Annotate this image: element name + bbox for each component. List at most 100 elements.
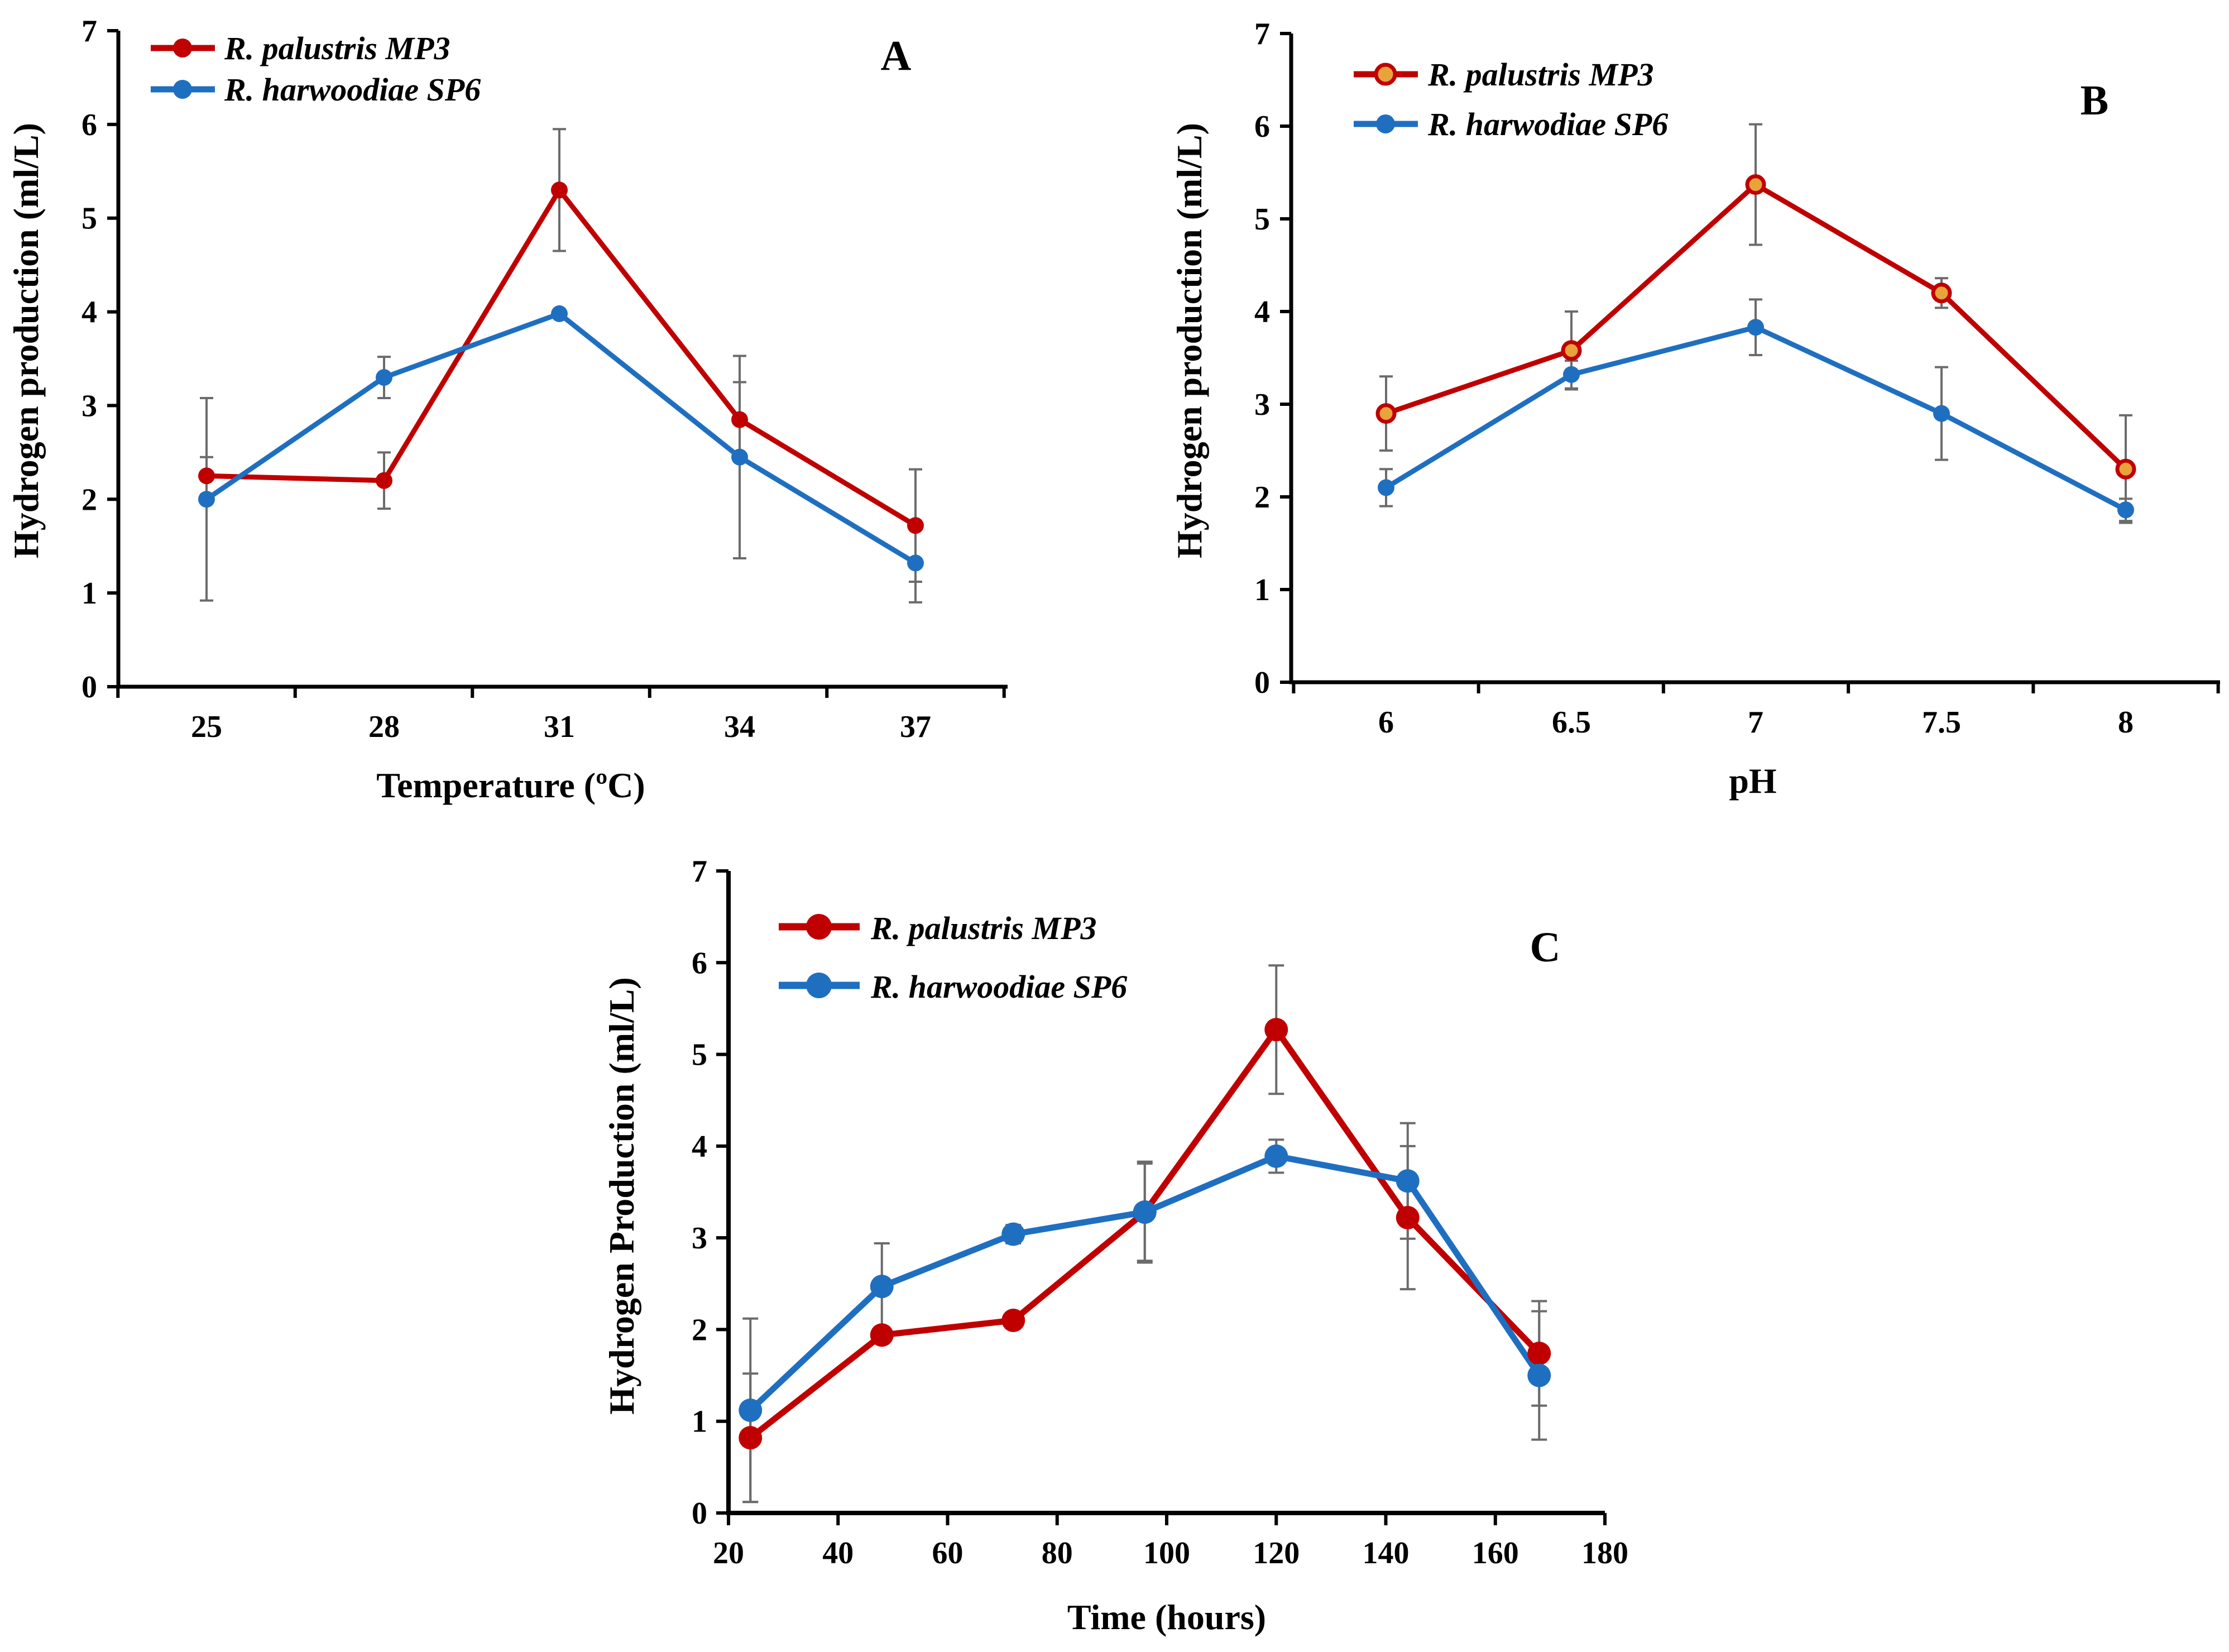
y-tick-label: 7 bbox=[1254, 17, 1270, 51]
panel-c-ylabel: Hydrogen Production (ml/L) bbox=[602, 977, 641, 1414]
panel-a-xlabel: Temperature (ºC) bbox=[376, 765, 645, 805]
panel-c-legend: R. palustris MP3 R. harwoodiae SP6 bbox=[779, 910, 1127, 1005]
panel-c-time-chart: Hydrogen Production (ml/L) Time (hours) … bbox=[602, 854, 1628, 1637]
y-tick-label: 6 bbox=[692, 946, 707, 980]
panel-b-xlabel: pH bbox=[1729, 761, 1776, 801]
y-tick-label: 6 bbox=[82, 108, 97, 142]
legend-label-series-0: R. palustris MP3 bbox=[224, 30, 450, 66]
legend-label-series-1: R. harwoodiae SP6 bbox=[224, 71, 481, 108]
y-tick-label: 6 bbox=[1254, 109, 1270, 144]
x-tick-label: 40 bbox=[822, 1536, 854, 1570]
series-0-point bbox=[739, 1426, 763, 1450]
x-tick-label: 180 bbox=[1581, 1536, 1628, 1570]
series-0-point bbox=[1396, 1206, 1420, 1229]
y-tick-label: 1 bbox=[82, 576, 97, 611]
series-1-point bbox=[907, 554, 924, 572]
series-0-point bbox=[1561, 340, 1582, 361]
legend-marker-series-1 bbox=[1376, 114, 1395, 133]
panel-b-ph-chart: Hydrogen production (ml/L) pH B R. palus… bbox=[1169, 17, 2220, 801]
y-tick-label: 7 bbox=[82, 14, 97, 49]
y-tick-label: 4 bbox=[1254, 295, 1270, 329]
legend-label-series-1: R. harwoodiae SP6 bbox=[870, 969, 1127, 1005]
y-tick-label: 5 bbox=[82, 202, 97, 236]
legend-label-series-0: R. palustris MP3 bbox=[870, 910, 1097, 946]
x-tick-label: 8 bbox=[2118, 705, 2134, 740]
series-0-point bbox=[376, 472, 392, 489]
series-0-point bbox=[870, 1323, 894, 1347]
y-tick-label: 3 bbox=[1254, 387, 1270, 422]
x-tick-label: 6 bbox=[1378, 705, 1394, 740]
legend-label-series-1: R. harwodiae SP6 bbox=[1427, 106, 1668, 142]
legend-label-series-0: R. palustris MP3 bbox=[1427, 56, 1654, 93]
series-0-point bbox=[907, 517, 924, 534]
series-0-point bbox=[198, 467, 215, 485]
panel-c-label: C bbox=[1530, 924, 1561, 971]
y-tick-label: 4 bbox=[82, 295, 97, 330]
legend-marker-series-0 bbox=[1374, 63, 1397, 86]
panel-b-label: B bbox=[2081, 77, 2109, 124]
y-tick-label: 4 bbox=[692, 1129, 707, 1164]
series-1-point bbox=[1563, 366, 1580, 383]
panel-a-legend: R. palustris MP3 R. harwoodiae SP6 bbox=[151, 30, 481, 108]
series-1-point bbox=[1264, 1144, 1288, 1168]
series-1-point bbox=[198, 491, 215, 508]
y-tick-label: 2 bbox=[692, 1313, 707, 1347]
x-tick-label: 7.5 bbox=[1922, 705, 1961, 740]
legend-marker-series-1 bbox=[173, 80, 192, 99]
x-tick-label: 31 bbox=[544, 710, 575, 744]
y-tick-label: 0 bbox=[1254, 665, 1270, 700]
series-1-point bbox=[1747, 319, 1764, 336]
series-0-point bbox=[731, 411, 748, 428]
series-0-point bbox=[1745, 174, 1766, 195]
x-tick-label: 6.5 bbox=[1552, 705, 1591, 740]
legend-marker-series-0 bbox=[173, 39, 192, 58]
series-0-point bbox=[1931, 282, 1952, 304]
panel-b-ylabel: Hydrogen production (ml/L) bbox=[1169, 123, 1209, 558]
series-line-1 bbox=[205, 311, 917, 566]
legend-marker-series-0 bbox=[806, 914, 832, 940]
series-0-point bbox=[551, 181, 568, 199]
x-tick-label: 80 bbox=[1042, 1536, 1073, 1570]
x-tick-label: 7 bbox=[1748, 705, 1763, 740]
y-tick-label: 1 bbox=[1254, 573, 1270, 607]
series-1-point bbox=[739, 1399, 763, 1422]
series-1-point bbox=[1527, 1363, 1551, 1387]
series-1-point bbox=[2117, 501, 2134, 519]
series-0-point bbox=[1527, 1342, 1551, 1366]
y-tick-label: 7 bbox=[692, 854, 707, 889]
x-tick-label: 25 bbox=[191, 710, 222, 744]
panel-a-ylabel: Hydrogen production (ml/L) bbox=[6, 123, 46, 558]
series-0-point bbox=[1264, 1018, 1288, 1042]
series-1-point bbox=[1933, 405, 1950, 422]
series-0-point bbox=[1375, 403, 1397, 424]
y-tick-label: 3 bbox=[82, 389, 97, 423]
x-tick-label: 34 bbox=[724, 710, 755, 744]
x-tick-label: 60 bbox=[932, 1536, 963, 1570]
x-tick-label: 120 bbox=[1253, 1536, 1300, 1570]
y-tick-label: 3 bbox=[692, 1221, 707, 1256]
series-1-point bbox=[551, 305, 568, 322]
legend-marker-series-1 bbox=[806, 973, 832, 998]
series-line-0 bbox=[206, 187, 917, 528]
series-1-point bbox=[870, 1275, 894, 1299]
x-tick-label: 37 bbox=[900, 710, 931, 744]
series-0-point bbox=[1001, 1309, 1025, 1332]
panel-a-temperature-chart: Hydrogen production (ml/L) Temperature (… bbox=[6, 14, 1008, 805]
series-1-point bbox=[1378, 479, 1394, 496]
x-tick-label: 160 bbox=[1472, 1536, 1519, 1570]
panel-b-legend: R. palustris MP3 R. harwodiae SP6 bbox=[1354, 56, 1668, 142]
y-tick-label: 0 bbox=[82, 670, 97, 705]
series-1-point bbox=[1133, 1200, 1157, 1224]
x-tick-label: 20 bbox=[713, 1536, 744, 1570]
x-tick-label: 100 bbox=[1143, 1536, 1190, 1570]
y-tick-label: 1 bbox=[692, 1405, 707, 1439]
series-0-point bbox=[2115, 458, 2136, 480]
panel-a-label: A bbox=[881, 32, 912, 79]
y-tick-label: 0 bbox=[692, 1496, 707, 1531]
series-1-point bbox=[731, 448, 748, 466]
y-tick-label: 5 bbox=[1254, 202, 1270, 237]
x-tick-label: 28 bbox=[368, 710, 400, 744]
series-1-point bbox=[1001, 1222, 1025, 1246]
panel-c-xlabel: Time (hours) bbox=[1067, 1597, 1266, 1637]
